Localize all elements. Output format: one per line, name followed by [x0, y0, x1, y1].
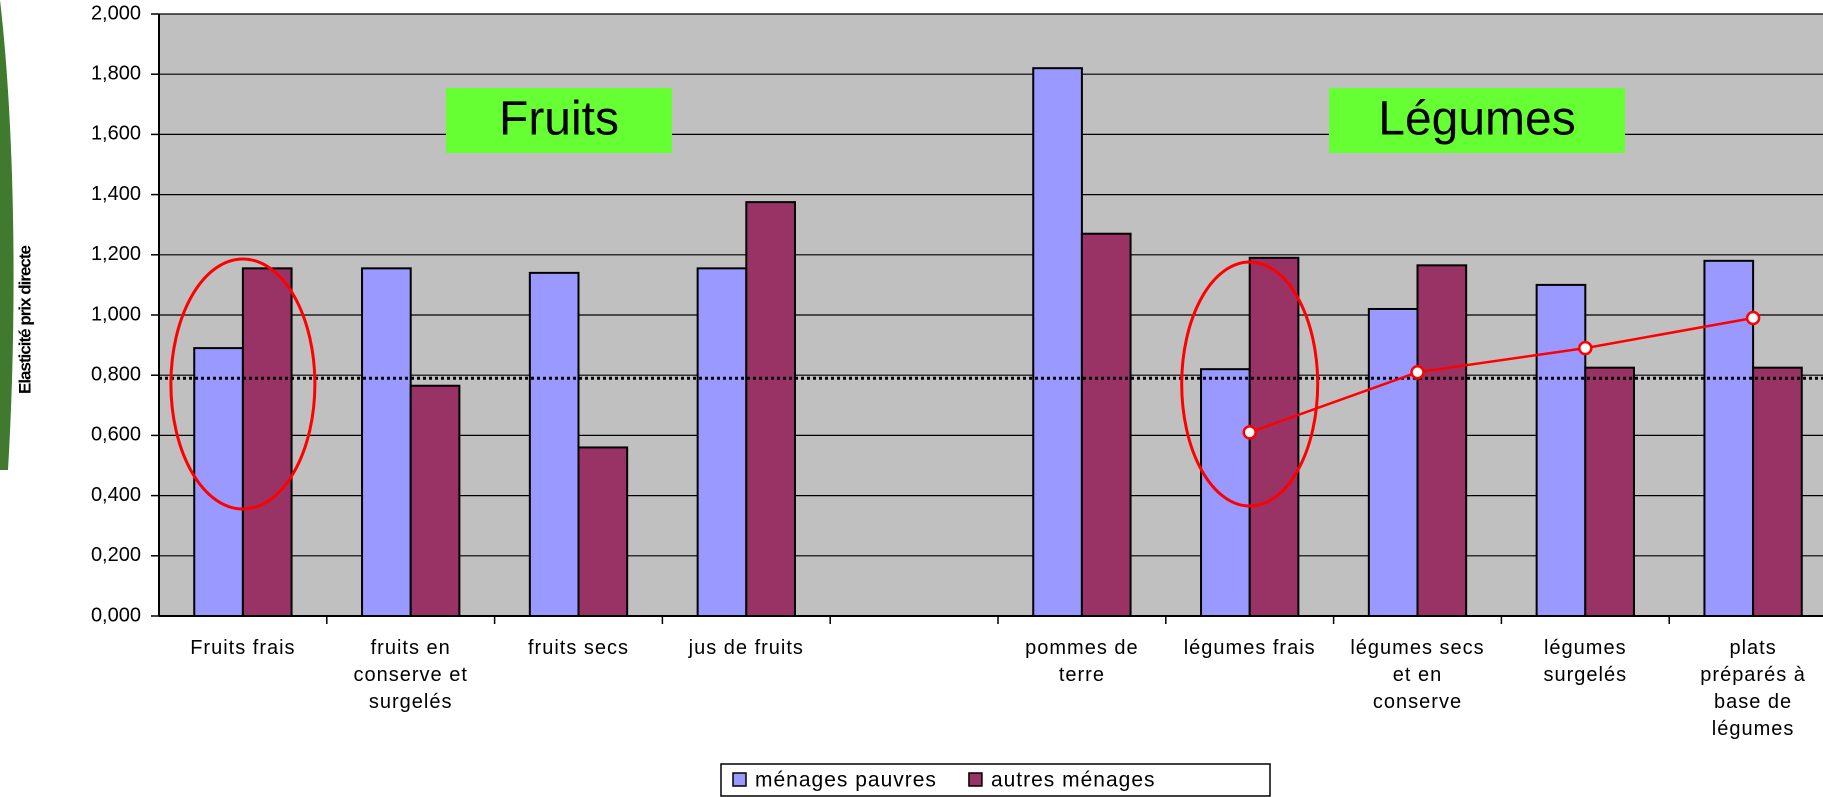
- bar: [411, 386, 460, 616]
- bar: [1418, 265, 1467, 616]
- legend-swatch: [969, 773, 982, 786]
- bar: [362, 268, 411, 616]
- trend-point: [1412, 366, 1424, 378]
- bar: [530, 273, 579, 616]
- annotation: Fruits: [499, 93, 619, 146]
- trend-point: [1747, 312, 1759, 324]
- bar: [1753, 368, 1802, 616]
- y-tick-label: 0,200: [91, 544, 141, 566]
- bar: [579, 447, 628, 616]
- bar: [1537, 285, 1586, 616]
- bar: [1201, 369, 1250, 616]
- y-tick-label: 1,600: [91, 123, 141, 145]
- bar: [243, 268, 292, 616]
- trend-point: [1579, 342, 1591, 354]
- bar: [194, 348, 243, 616]
- x-tick-label: jus de fruits: [688, 637, 804, 659]
- x-tick-label: légumes frais: [1184, 637, 1316, 659]
- y-tick-label: 0,800: [91, 363, 141, 385]
- y-tick-label: 0,600: [91, 424, 141, 446]
- bar: [698, 268, 747, 616]
- y-tick-label: 1,000: [91, 303, 141, 325]
- legend-label: ménages pauvres: [755, 769, 937, 792]
- x-tick-label: Fruits frais: [190, 637, 295, 659]
- trend-point: [1244, 426, 1256, 438]
- bar: [746, 202, 795, 616]
- legend-swatch: [733, 773, 746, 786]
- y-axis-label: Elasticité prix directe: [15, 245, 34, 394]
- y-tick-label: 0,000: [91, 604, 141, 626]
- y-tick-label: 2,000: [91, 2, 141, 24]
- bar: [1704, 261, 1753, 616]
- annotation: Légumes: [1378, 93, 1575, 146]
- y-tick-label: 1,800: [91, 62, 141, 84]
- legend-label: autres ménages: [991, 769, 1156, 792]
- bar: [1250, 258, 1299, 616]
- y-tick-label: 1,400: [91, 183, 141, 205]
- bar: [1033, 68, 1082, 616]
- chart: 0,000 0,200 0,400 0,600 0,800 1,000 1,200 1,400…: [0, 0, 1823, 797]
- x-tick-label: fruits secs: [528, 637, 629, 659]
- leaf-decoration: [0, 0, 14, 470]
- y-tick-label: 1,200: [91, 243, 141, 265]
- y-tick-label: 0,400: [91, 484, 141, 506]
- bar: [1082, 234, 1131, 616]
- bar: [1585, 368, 1634, 616]
- bar: [1369, 309, 1418, 616]
- page: {"chart_data": { "type": "bar", "y_label…: [0, 0, 1823, 797]
